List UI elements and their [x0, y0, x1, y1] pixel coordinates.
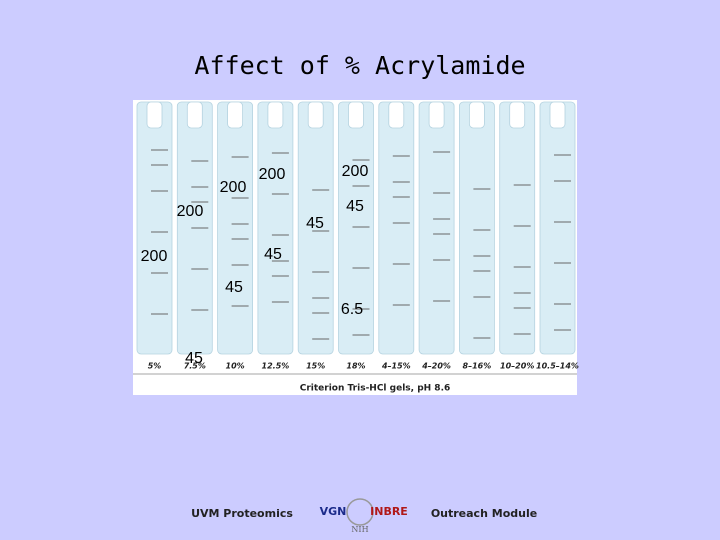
- lane: [539, 101, 576, 355]
- well: [388, 101, 405, 129]
- lane-label: 5%: [148, 362, 162, 371]
- well: [549, 101, 566, 129]
- well: [307, 101, 324, 129]
- lane: [136, 101, 173, 355]
- annotation: 200: [342, 163, 369, 180]
- well: [146, 101, 163, 129]
- lane-label: 10%: [226, 362, 245, 371]
- lane-label: 8–16%: [463, 362, 492, 371]
- logo-left: VGN: [320, 505, 347, 518]
- lane: [217, 101, 254, 355]
- annotation: 45: [225, 279, 243, 296]
- logo-bottom: NIH: [351, 525, 368, 534]
- lane: [378, 101, 415, 355]
- lane-label: 15%: [306, 362, 325, 371]
- lane-label: 7.5%: [184, 362, 206, 371]
- lane-label: 12.5%: [262, 362, 290, 371]
- annotation: 200: [177, 203, 204, 220]
- well: [509, 101, 526, 129]
- lane-label: 18%: [346, 362, 365, 371]
- annotation: 45: [185, 350, 203, 367]
- well: [468, 101, 485, 129]
- well: [428, 101, 445, 129]
- lane-label: 10.5–14%: [536, 362, 579, 371]
- slide-title: Affect of % Acrylamide: [194, 51, 525, 80]
- annotation: 45: [264, 246, 282, 263]
- annotation: 200: [220, 179, 247, 196]
- annotations: 200 200 200 200 200 45 45 45 45 45 6.5: [141, 163, 369, 367]
- lane-label: 10–20%: [500, 362, 534, 371]
- well: [227, 101, 244, 129]
- footer-right: Outreach Module: [431, 507, 537, 520]
- lane: [257, 101, 294, 355]
- annotation: 45: [346, 198, 364, 215]
- lane-label: 4–15%: [381, 362, 411, 371]
- lane: [418, 101, 455, 355]
- annotation: 6.5: [341, 301, 363, 318]
- footer-left: UVM Proteomics: [191, 507, 293, 520]
- logo-right: INBRE: [370, 505, 408, 518]
- well: [186, 101, 203, 129]
- gel-caption: Criterion Tris-HCl gels, pH 8.6: [300, 384, 451, 394]
- logo-ring: [346, 498, 374, 526]
- lane: [458, 101, 495, 355]
- annotation: 200: [141, 248, 168, 265]
- annotation: 200: [259, 166, 286, 183]
- well: [267, 101, 284, 129]
- annotation: 45: [306, 215, 324, 232]
- lane-label: 4–20%: [421, 362, 451, 371]
- lane: [499, 101, 536, 355]
- well: [348, 101, 364, 129]
- gel-image: 5% 7.5% 10% 12.5% 15% 18% 4–15% 4–20% 8–16% 10–20…: [133, 100, 579, 395]
